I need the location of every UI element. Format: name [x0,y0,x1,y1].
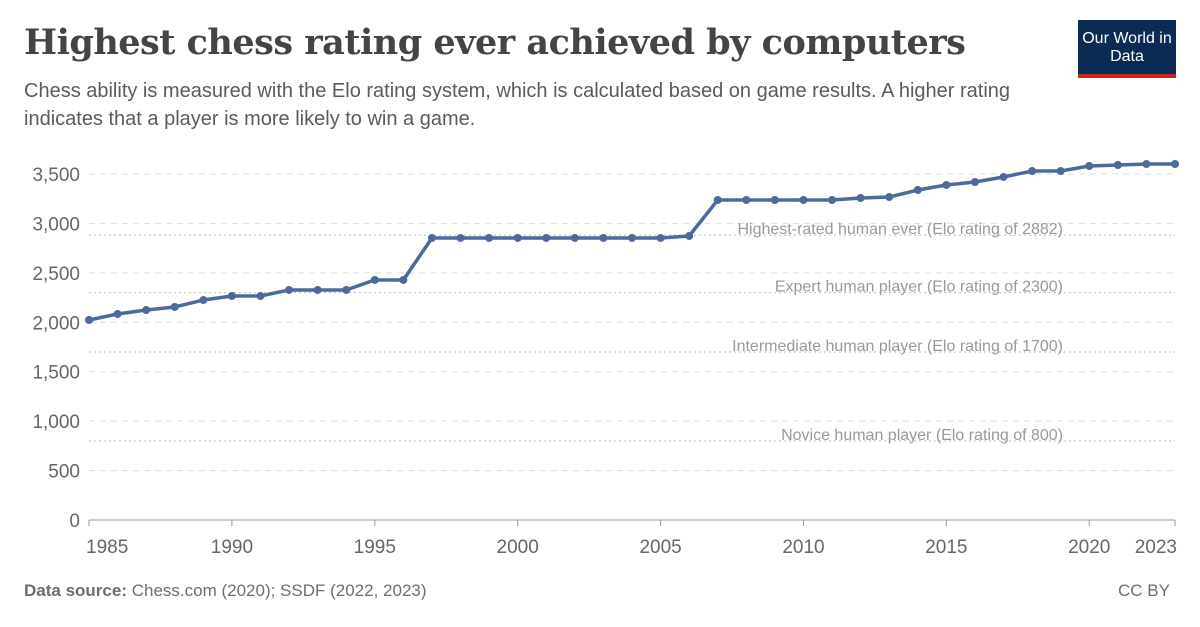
y-tick-label: 0 [69,511,80,532]
y-tick-label: 500 [48,462,80,483]
data-line [88,162,1175,322]
data-point [656,233,665,242]
data-source: Data source: Chess.com (2020); SSDF (202… [24,581,427,601]
y-tick-label: 1,000 [32,412,80,433]
data-point [856,194,865,203]
reference-line-label: Expert human player (Elo rating of 2300) [775,279,1063,296]
owid-logo[interactable]: Our World in Data [1078,20,1176,78]
data-point [456,233,465,242]
data-point [513,233,522,242]
data-point [1056,167,1065,176]
x-tick-label: 1985 [86,537,128,558]
reference-line-label: Novice human player (Elo rating of 800) [781,427,1063,444]
data-point [542,233,551,242]
data-point [828,195,837,204]
x-tick-label: 2023 [1135,537,1177,558]
data-point [113,309,122,318]
data-point [1085,161,1094,170]
y-tick-label: 3,000 [32,214,80,235]
data-point [770,195,779,204]
data-point [399,275,408,284]
data-point [370,275,379,284]
chart-subtitle: Chess ability is measured with the Elo r… [24,80,1011,130]
x-tick-label: 2020 [1068,537,1110,558]
y-tick-label: 2,500 [32,264,80,285]
reference-line-label: Intermediate human player (Elo rating of… [732,338,1063,355]
data-point [256,291,265,300]
y-tick-label: 1,500 [32,363,80,384]
data-point [342,285,351,294]
data-point [427,233,436,242]
x-tick-label: 1990 [211,537,253,558]
data-point [713,195,722,204]
x-tick-label: 1995 [354,537,396,558]
data-point [970,178,979,187]
data-point [1142,160,1151,169]
data-point [1113,161,1122,170]
data-point [913,186,922,195]
chart-title: Highest chess rating ever achieved by co… [24,22,966,63]
source-label: Data source: [24,581,127,600]
data-point [199,296,208,305]
data-point [685,231,694,240]
y-tick-label: 2,000 [32,313,80,334]
data-point [85,316,93,325]
data-point [142,306,151,315]
y-tick-label: 3,500 [32,165,80,186]
data-point [1171,160,1179,169]
data-point [742,195,751,204]
data-point [570,233,579,242]
source-text[interactable]: Chess.com (2020); SSDF (2022, 2023) [131,581,427,600]
reference-line-label: Highest-rated human ever (Elo rating of … [737,221,1063,238]
data-point [799,195,808,204]
data-point [485,233,494,242]
data-point [942,180,951,189]
x-tick-label: 2000 [497,537,539,558]
x-tick-label: 2005 [639,537,681,558]
data-point [170,302,179,311]
x-tick-label: 2010 [782,537,824,558]
x-tick-label: 2015 [925,537,967,558]
data-point [599,233,608,242]
data-point [628,233,636,242]
data-point [1028,167,1037,176]
data-point [227,291,236,300]
data-point [313,285,322,294]
data-point [999,172,1008,181]
data-point [885,193,894,202]
data-point [285,285,294,294]
license[interactable]: CC BY [1118,581,1170,600]
